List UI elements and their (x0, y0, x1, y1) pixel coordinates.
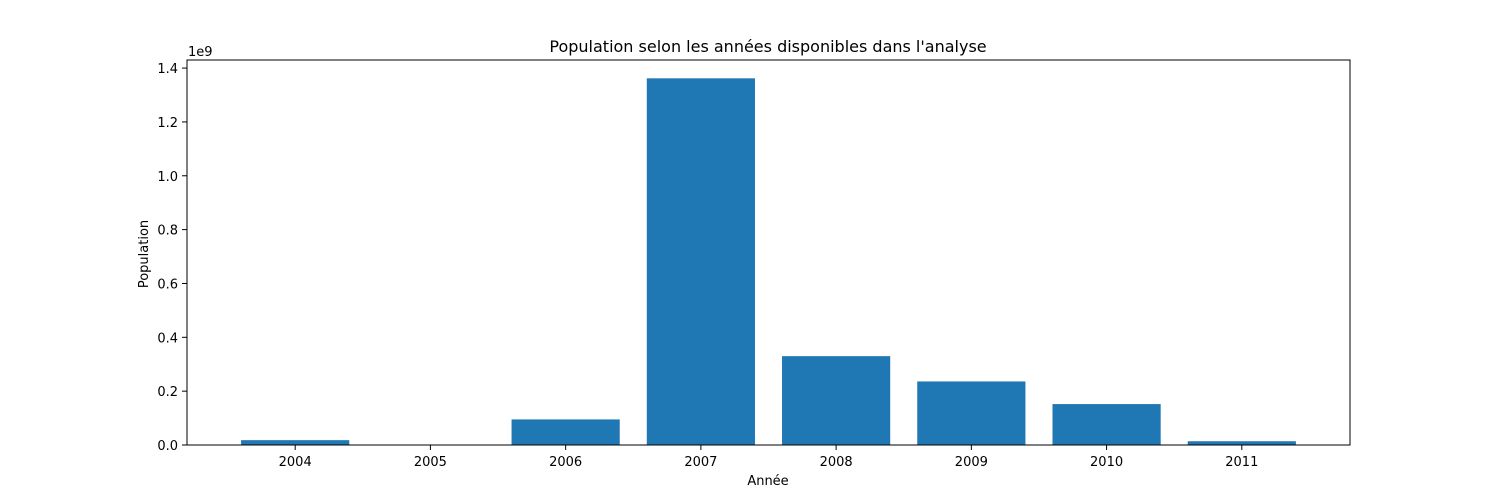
x-tick-label: 2006 (549, 455, 582, 470)
x-tick-label: 2007 (684, 455, 717, 470)
y-tick-label: 0.4 (157, 331, 178, 346)
y-offset-label: 1e9 (188, 45, 213, 60)
x-tick-label: 2004 (279, 455, 312, 470)
x-tick-label: 2011 (1225, 455, 1258, 470)
bar-2006 (511, 419, 620, 445)
y-axis-label: Population (137, 220, 152, 288)
bar-2007 (646, 78, 755, 446)
x-tick-label: 2005 (414, 455, 447, 470)
bar-2009 (917, 381, 1026, 445)
y-axis-ticks: 0.0 0.2 0.4 0.6 0.8 1.0 1.2 1.4 (157, 62, 187, 454)
x-axis-label: Année (747, 474, 788, 489)
bar-2011 (1187, 441, 1296, 445)
x-axis-ticks: 2004 2005 2006 2007 2008 2009 2010 2011 (279, 445, 1258, 470)
plot-frame (186, 59, 1351, 446)
chart-title: Population selon les années disponibles … (549, 37, 986, 56)
y-tick-label: 0.0 (157, 439, 178, 454)
y-tick-label: 0.6 (157, 277, 178, 292)
y-tick-label: 1.4 (157, 62, 178, 77)
bar-2010 (1052, 404, 1161, 445)
x-tick-label: 2010 (1090, 455, 1123, 470)
y-tick-label: 1.2 (157, 116, 178, 131)
x-tick-label: 2008 (820, 455, 853, 470)
y-tick-label: 1.0 (157, 170, 178, 185)
y-tick-label: 0.2 (157, 385, 178, 400)
x-tick-label: 2009 (955, 455, 988, 470)
bar-2008 (782, 356, 891, 445)
bar-2004 (241, 440, 350, 445)
y-tick-label: 0.8 (157, 224, 178, 239)
bars-group (241, 78, 1296, 446)
